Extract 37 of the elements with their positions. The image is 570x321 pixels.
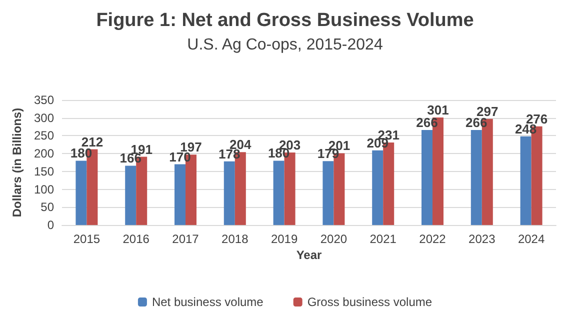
bar [174,164,186,225]
y-tick-label: 200 [34,146,54,161]
bar [273,160,284,225]
bar [322,161,334,225]
x-tick-label: 2016 [122,232,150,246]
x-tick-label: 2020 [320,232,348,246]
y-tick-label: 50 [40,200,54,214]
bar [520,136,532,225]
data-label: 297 [476,104,498,119]
bar [470,130,482,225]
x-tick-label: 2019 [270,232,298,246]
x-tick-label: 2018 [222,232,249,246]
legend-label: Gross business volume [307,295,432,309]
data-label: 301 [427,102,449,118]
legend-label: Net business volume [152,295,264,309]
y-tick-label: 100 [34,182,54,196]
y-tick-label: 0 [47,218,54,232]
x-tick-label: 2022 [419,232,446,246]
bar [372,150,384,225]
chart-subtitle: U.S. Ag Co-ops, 2015-2024 [187,36,383,54]
bar [125,166,136,225]
x-tick-label: 2015 [73,232,100,246]
y-tick-label: 350 [34,93,54,107]
bar [422,130,432,225]
bar [224,161,235,225]
chart-title: Figure 1: Net and Gross Business Volume [96,10,474,31]
bar [76,160,87,225]
y-tick-label: 150 [34,164,54,178]
y-tick-label: 250 [34,128,54,143]
x-tick-label: 2023 [468,232,496,246]
x-tick-label: 2021 [370,232,397,246]
x-tick-label: 2017 [172,232,200,246]
y-tick-label: 300 [34,110,54,125]
y-axis-title: Dollars (in Billions) [10,108,24,218]
x-axis-title: Year [296,248,322,262]
x-tick-label: 2024 [518,232,545,246]
data-label: 212 [81,134,104,150]
